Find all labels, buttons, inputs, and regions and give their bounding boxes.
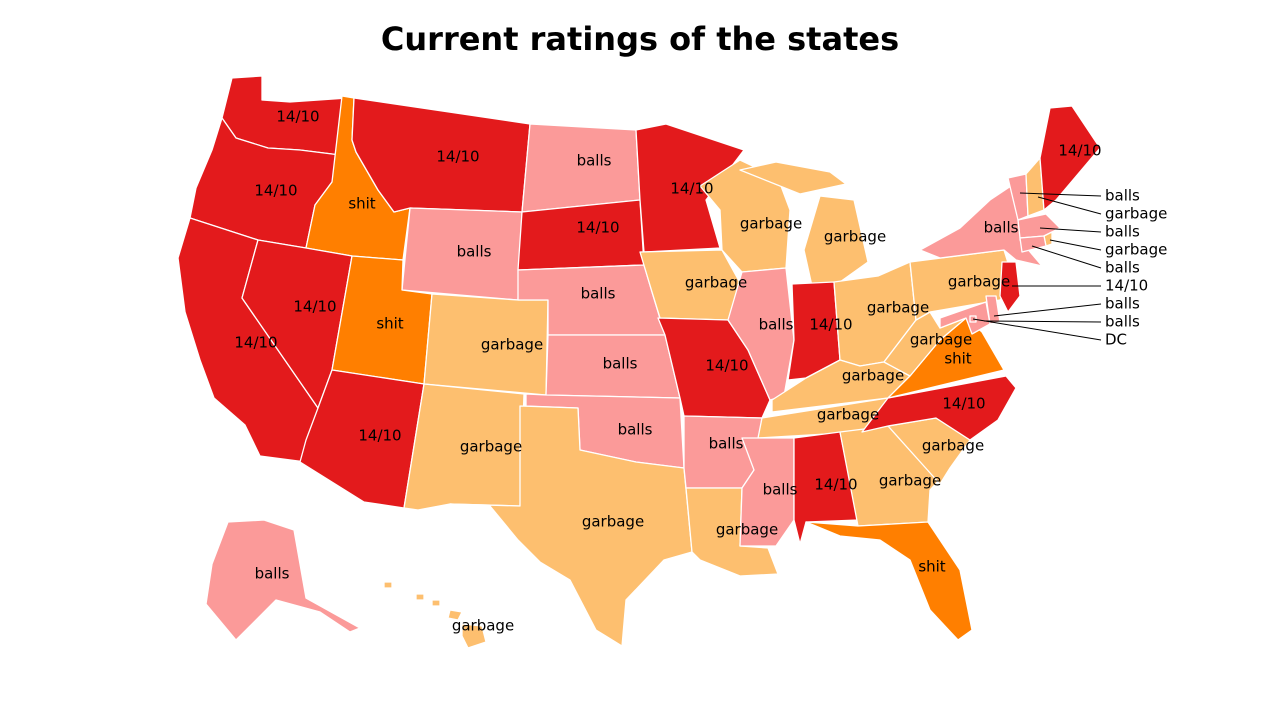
callout-label-dc: DC [1105, 331, 1127, 349]
callout-label-nj: 14/10 [1105, 277, 1148, 295]
state-nj [999, 261, 1021, 313]
callout-label-nh: garbage [1105, 205, 1167, 223]
callout-label-ri: garbage [1105, 241, 1167, 259]
state-label-fl: shit [918, 558, 945, 576]
callout-leader-nh [1037, 196, 1102, 215]
state-shapes [177, 75, 1101, 649]
state-label-ar: balls [709, 435, 744, 453]
callout-label-ma: balls [1105, 223, 1140, 241]
state-label-mn: 14/10 [670, 180, 713, 198]
state-label-nm: garbage [460, 438, 522, 456]
state-label-ok: balls [618, 421, 653, 439]
callout-leader-vt [1019, 192, 1102, 197]
state-label-mt: 14/10 [436, 148, 479, 166]
state-label-me: 14/10 [1058, 142, 1101, 160]
callout-leader-ma [1039, 227, 1102, 233]
state-ak [205, 519, 361, 641]
state-labels: 14/10 14/10 14/10 shit 14/10 14/10 balls shit 14… [234, 108, 1101, 635]
callout-label-de: balls [1105, 295, 1140, 313]
state-label-tx: garbage [582, 513, 644, 531]
state-label-sc: garbage [922, 437, 984, 455]
state-label-ms: balls [763, 481, 798, 499]
state-label-az: 14/10 [358, 427, 401, 445]
state-label-wa: 14/10 [276, 108, 319, 126]
state-label-wy: balls [457, 243, 492, 261]
state-label-ny: balls [984, 219, 1019, 237]
state-md [939, 301, 991, 335]
state-label-wv: garbage [910, 331, 972, 349]
state-label-la: garbage [716, 521, 778, 539]
state-label-ak: balls [255, 565, 290, 583]
state-ct [1019, 235, 1047, 253]
state-label-ca: 14/10 [234, 334, 277, 352]
state-label-id: shit [348, 195, 375, 213]
state-label-pa: garbage [948, 273, 1010, 291]
state-fl [805, 521, 973, 641]
state-label-sd: 14/10 [576, 219, 619, 237]
state-me [1039, 105, 1101, 211]
state-label-nd: balls [577, 152, 612, 170]
state-label-ga: garbage [879, 472, 941, 490]
state-label-mo: 14/10 [705, 357, 748, 375]
state-mn [635, 123, 745, 253]
state-tx [449, 405, 693, 647]
callout-labels: ballsgarbageballsgarbageballs14/10ballsb… [972, 187, 1167, 349]
callout-leader-md [983, 320, 1102, 323]
state-label-or: 14/10 [254, 182, 297, 200]
state-label-ks: balls [603, 355, 638, 373]
state-label-oh: garbage [867, 299, 929, 317]
state-label-ne: balls [581, 285, 616, 303]
map-title: Current ratings of the states [380, 20, 900, 58]
state-label-ut: shit [376, 315, 403, 333]
callout-leader-dc [972, 318, 1102, 341]
callout-label-vt: balls [1105, 187, 1140, 205]
state-label-mi: garbage [824, 228, 886, 246]
callout-label-ct: balls [1105, 259, 1140, 277]
state-label-al: 14/10 [814, 476, 857, 494]
state-label-nv: 14/10 [293, 298, 336, 316]
state-label-tn: garbage [817, 406, 879, 424]
state-nc [861, 375, 1017, 441]
callout-leader-ri [1049, 239, 1102, 251]
callout-label-md: balls [1105, 313, 1140, 331]
state-label-nc: 14/10 [942, 395, 985, 413]
state-label-va: shit [944, 350, 971, 368]
state-label-ky: garbage [842, 367, 904, 385]
callout-leader-ct [1031, 245, 1102, 269]
state-label-in: 14/10 [809, 316, 852, 334]
state-label-ia: garbage [685, 274, 747, 292]
state-label-wi: garbage [740, 215, 802, 233]
callout-leader-de [993, 303, 1102, 317]
state-label-co: garbage [481, 336, 543, 354]
state-label-il: balls [759, 316, 794, 334]
state-hi [383, 581, 487, 649]
state-label-hi: garbage [452, 617, 514, 635]
